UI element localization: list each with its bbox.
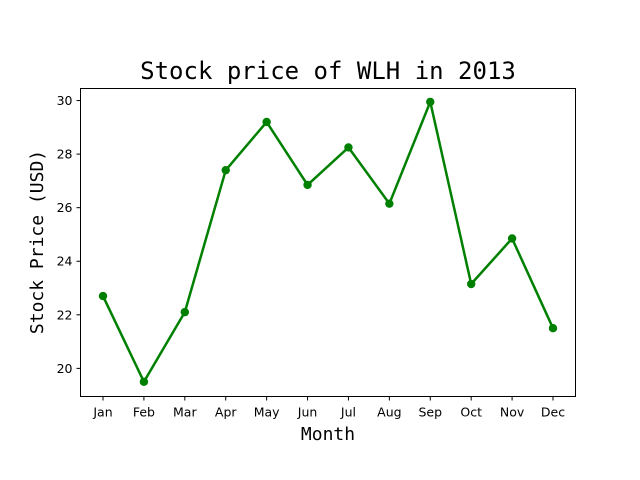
y-tick-label: 24 xyxy=(57,254,73,269)
y-tick-label: 28 xyxy=(57,147,73,162)
data-point-may xyxy=(262,117,271,127)
x-tick-label: Aug xyxy=(377,405,401,420)
chart-title: Stock price of WLH in 2013 xyxy=(140,57,516,85)
data-point-nov xyxy=(507,234,517,243)
y-tick-label: 20 xyxy=(57,361,73,376)
y-tick-label: 22 xyxy=(57,307,73,322)
y-axis-ticks: 20 22 24 26 28 30 xyxy=(57,93,81,376)
x-tick-label: Jun xyxy=(297,405,318,420)
data-point-feb xyxy=(139,377,149,386)
data-point-aug xyxy=(385,199,394,208)
y-tick-label: 26 xyxy=(57,200,73,215)
x-tick-label: Jan xyxy=(92,405,112,420)
data-point-jan xyxy=(98,291,108,301)
data-point-jul xyxy=(344,143,353,152)
data-point-oct xyxy=(466,279,476,289)
x-tick-label: May xyxy=(254,405,280,420)
x-tick-label: Oct xyxy=(460,405,482,420)
x-tick-label: Nov xyxy=(500,405,525,420)
y-axis-label: Stock Price (USD) xyxy=(27,150,48,334)
x-tick-label: Sep xyxy=(418,405,442,420)
x-tick-label: Jul xyxy=(340,405,356,420)
x-tick-label: Feb xyxy=(133,405,155,420)
x-tick-label: Apr xyxy=(215,405,237,420)
data-point-dec xyxy=(548,324,558,333)
data-point-apr xyxy=(221,165,230,175)
x-axis-label: Month xyxy=(301,424,355,445)
x-tick-label: Dec xyxy=(541,405,565,420)
x-tick-label: Mar xyxy=(173,405,197,420)
series-line xyxy=(101,100,555,384)
data-point-jun xyxy=(303,180,312,190)
y-tick-label: 30 xyxy=(57,93,73,108)
data-point-sep xyxy=(426,97,435,107)
series-markers xyxy=(98,97,558,386)
plot-area xyxy=(80,88,576,397)
data-point-mar xyxy=(180,307,190,317)
x-axis-ticks: Jan Feb Mar Apr May Jun Jul Aug Sep Oct Nov Dec xyxy=(92,396,565,420)
